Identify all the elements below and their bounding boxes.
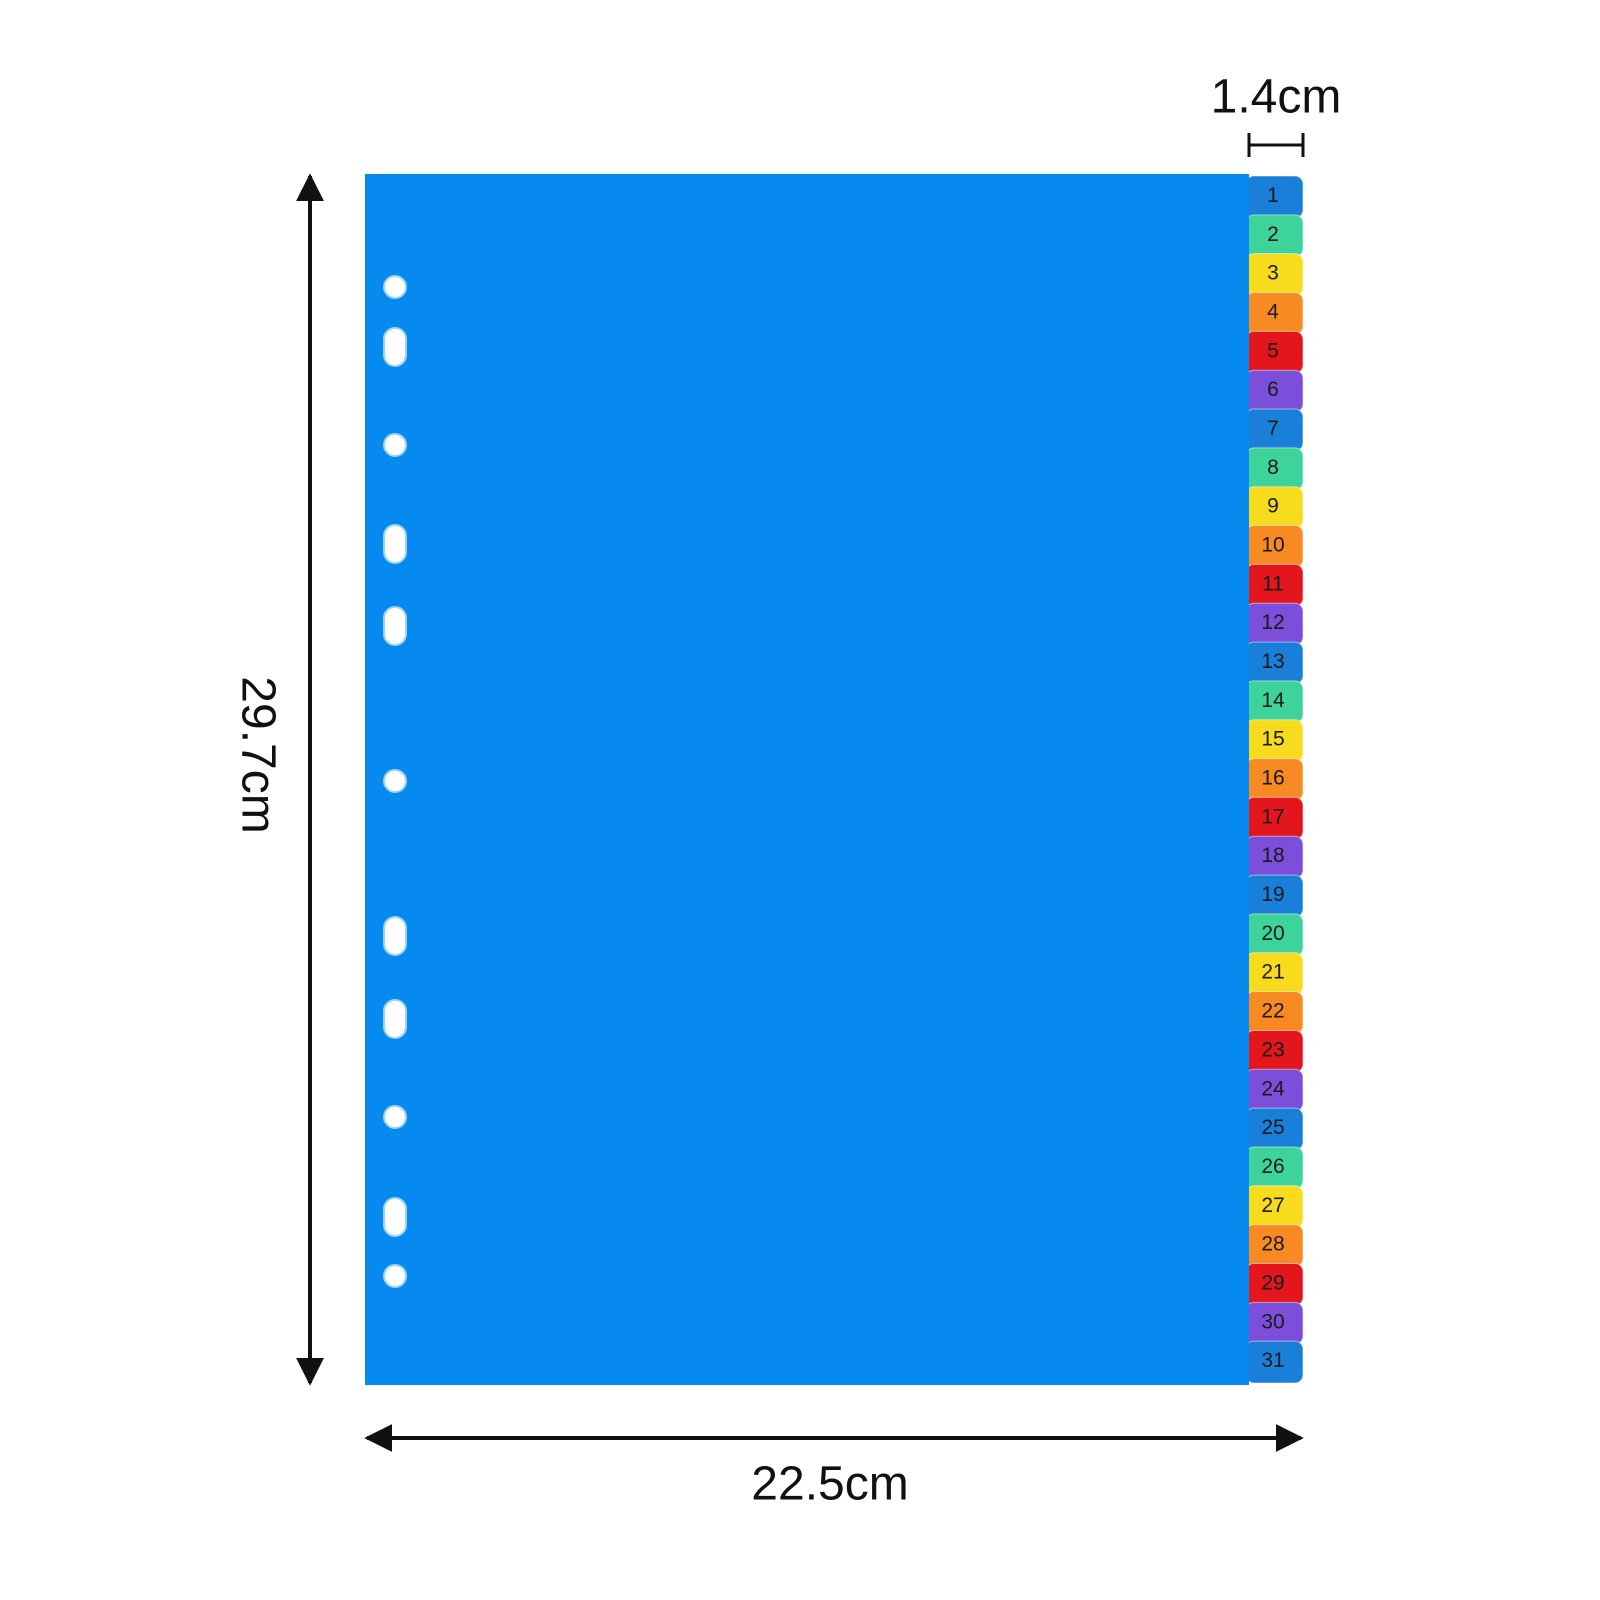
slot-hole [383,606,407,646]
tab-label: 22 [1261,1000,1284,1023]
tab-label: 20 [1261,922,1284,945]
slot-hole [383,524,407,564]
tab-label: 26 [1261,1155,1284,1178]
tab-label: 7 [1267,417,1279,440]
tab-label: 3 [1267,262,1279,285]
height-label: 29.7cm [231,676,284,833]
tab-label: 29 [1261,1271,1284,1294]
tab-label: 31 [1261,1349,1284,1372]
tab-label: 25 [1261,1116,1284,1139]
tab-width-bracket [1247,133,1305,157]
tab-label: 16 [1261,767,1284,790]
tab-label: 24 [1261,1077,1285,1100]
round-hole [383,433,407,457]
round-hole [383,1264,407,1288]
tab-label: 21 [1261,961,1284,984]
tab-label: 23 [1261,1038,1284,1061]
tab-label: 19 [1261,883,1284,906]
slot-hole [383,999,407,1039]
tab-label: 30 [1261,1310,1284,1333]
divider-sheet [365,174,1249,1385]
tab-label: 28 [1261,1233,1284,1256]
tab-label: 18 [1261,844,1284,867]
slot-hole [383,1197,407,1237]
round-hole [383,769,407,793]
round-hole [383,1105,407,1129]
tab-label: 8 [1267,456,1279,479]
tab-label: 4 [1267,300,1279,323]
tab-label: 1 [1267,184,1279,207]
tab-label: 17 [1261,805,1284,828]
tab-label: 9 [1267,495,1279,518]
slot-hole [383,916,407,956]
tab-width-label: 1.4cm [1211,71,1342,124]
tab-label: 15 [1261,728,1284,751]
tab-label: 27 [1261,1194,1284,1217]
tab-label: 11 [1262,572,1284,595]
tab-label: 6 [1267,378,1279,401]
width-label: 22.5cm [751,1458,908,1511]
tab-label: 14 [1261,689,1285,712]
tabs: 1234567891011121314151617181920212223242… [1245,175,1304,1384]
tab-label: 10 [1261,534,1284,557]
tab-label: 2 [1267,223,1279,246]
slot-hole [383,327,407,367]
tab-label: 12 [1261,611,1284,634]
tab-label: 5 [1267,339,1279,362]
tab-label: 13 [1261,650,1284,673]
punch-holes [383,275,407,1288]
round-hole [383,275,407,299]
